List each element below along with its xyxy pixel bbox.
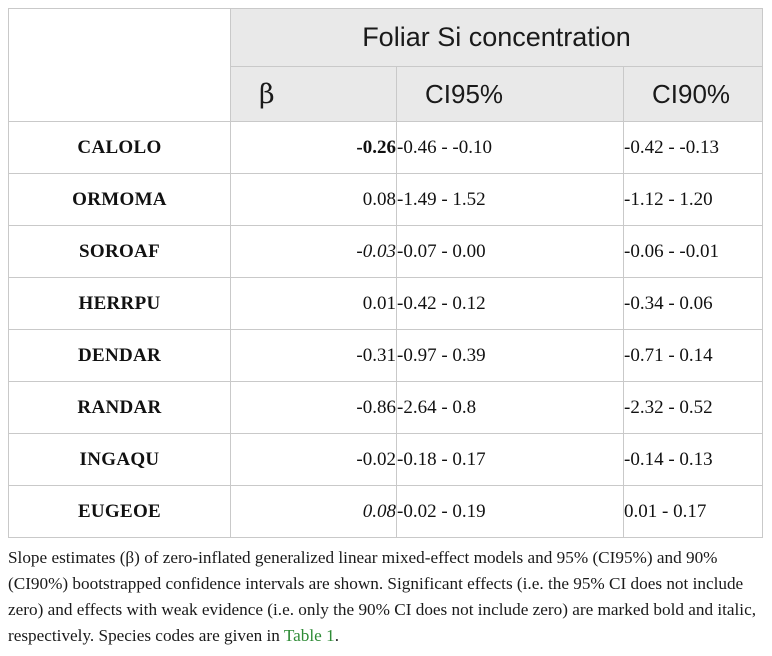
beta-cell: -0.31: [230, 329, 397, 382]
header-blank-cell: [8, 8, 231, 122]
species-cell: EUGEOE: [8, 485, 231, 538]
table-caption: Slope estimates (β) of zero-inflated gen…: [8, 545, 764, 649]
ci90-cell: -0.34 - 0.06: [622, 277, 764, 330]
ci95-cell: -1.49 - 1.52: [396, 173, 624, 226]
caption-text: Slope estimates (β) of zero-inflated gen…: [8, 548, 757, 645]
ci90-cell: -0.06 - -0.01: [622, 225, 764, 278]
beta-cell: -0.26: [230, 121, 397, 174]
table-body: CALOLO -0.26 -0.46 - -0.10 -0.42 - -0.13 ORM…: [8, 121, 764, 538]
ci90-cell: -0.71 - 0.14: [622, 329, 764, 382]
beta-cell: 0.08: [230, 173, 397, 226]
ci95-cell: -0.02 - 0.19: [396, 485, 624, 538]
ci90-cell: 0.01 - 0.17: [622, 485, 764, 538]
group-header: Foliar Si concentration: [229, 8, 764, 67]
species-cell: DENDAR: [8, 329, 231, 382]
table-row: ORMOMA 0.08 -1.49 - 1.52 -1.12 - 1.20: [8, 173, 764, 226]
ci95-cell: -2.64 - 0.8: [396, 381, 624, 434]
beta-cell: -0.03: [230, 225, 397, 278]
ci95-cell: -0.18 - 0.17: [396, 433, 624, 486]
ci90-cell: -2.32 - 0.52: [622, 381, 764, 434]
column-header-beta: β: [230, 66, 397, 122]
table-row: CALOLO -0.26 -0.46 - -0.10 -0.42 - -0.13: [8, 121, 764, 174]
table-row: INGAQU -0.02 -0.18 - 0.17 -0.14 - 0.13: [8, 433, 764, 486]
column-header-ci90: CI90%: [622, 66, 764, 122]
ci95-cell: -0.97 - 0.39: [396, 329, 624, 382]
species-cell: ORMOMA: [8, 173, 231, 226]
column-header-ci95: CI95%: [396, 66, 624, 122]
beta-cell: -0.02: [230, 433, 397, 486]
beta-cell: 0.01: [230, 277, 397, 330]
table-row: DENDAR -0.31 -0.97 - 0.39 -0.71 - 0.14: [8, 329, 764, 382]
results-table: Foliar Si concentration β CI95% CI90% CA…: [8, 8, 764, 538]
table-row: HERRPU 0.01 -0.42 - 0.12 -0.34 - 0.06: [8, 277, 764, 330]
ci95-cell: -0.42 - 0.12: [396, 277, 624, 330]
ci90-cell: -0.14 - 0.13: [622, 433, 764, 486]
ci90-cell: -1.12 - 1.20: [622, 173, 764, 226]
ci95-cell: -0.46 - -0.10: [396, 121, 624, 174]
ci90-cell: -0.42 - -0.13: [622, 121, 764, 174]
beta-cell: 0.08: [230, 485, 397, 538]
species-cell: RANDAR: [8, 381, 231, 434]
species-cell: INGAQU: [8, 433, 231, 486]
beta-cell: -0.86: [230, 381, 397, 434]
table-row: SOROAF -0.03 -0.07 - 0.00 -0.06 - -0.01: [8, 225, 764, 278]
ci95-cell: -0.07 - 0.00: [396, 225, 624, 278]
table-row: EUGEOE 0.08 -0.02 - 0.19 0.01 - 0.17: [8, 485, 764, 538]
table-row: RANDAR -0.86 -2.64 - 0.8 -2.32 - 0.52: [8, 381, 764, 434]
species-cell: SOROAF: [8, 225, 231, 278]
header-row-group: Foliar Si concentration: [8, 8, 764, 122]
header-row-columns: β CI95% CI90%: [9, 66, 764, 122]
species-cell: HERRPU: [8, 277, 231, 330]
caption-end: .: [334, 626, 339, 645]
species-cell: CALOLO: [8, 121, 231, 174]
table-reference-link[interactable]: Table 1: [283, 626, 335, 645]
